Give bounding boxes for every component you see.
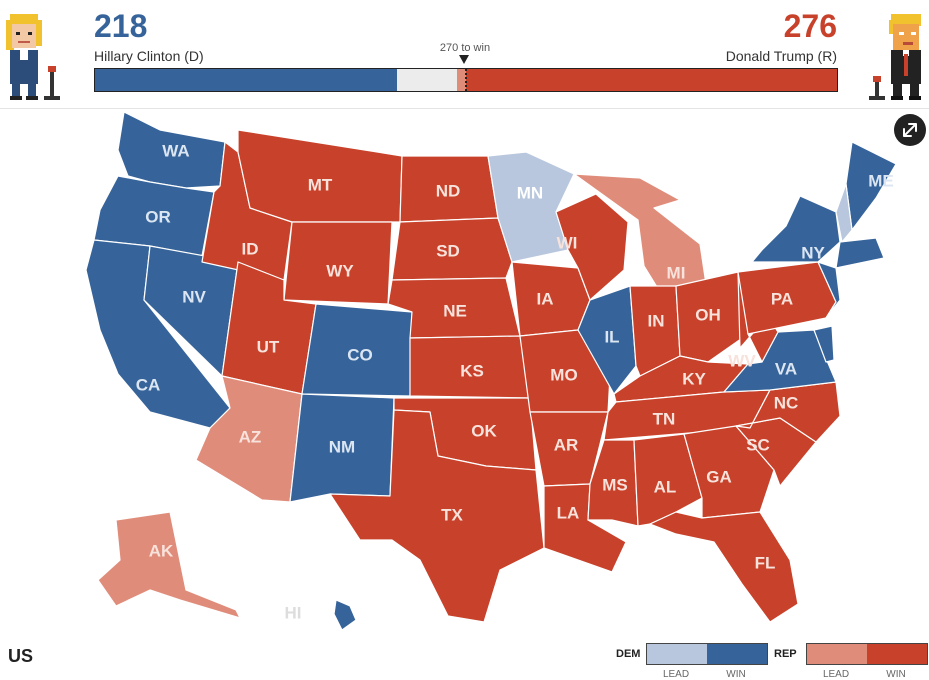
clinton-avatar-icon — [6, 14, 60, 100]
state-label-ne: NE — [443, 301, 467, 320]
legend-dem-lead-swatch — [647, 644, 707, 664]
legend-rep-win-label: WIN — [886, 669, 906, 680]
expand-icon — [903, 123, 917, 137]
state-label-or: OR — [145, 207, 171, 226]
legend-rep-lead-swatch — [807, 644, 867, 664]
legend-rep-scale — [806, 643, 928, 665]
state-label-me: ME — [868, 171, 894, 190]
to-win-marker-icon — [459, 55, 469, 64]
state-label-nd: ND — [436, 181, 461, 200]
state-mi[interactable] — [573, 173, 707, 293]
state-hi[interactable] — [333, 599, 357, 631]
to-win-label: 270 to win — [439, 42, 491, 54]
state-label-fl: FL — [755, 553, 776, 572]
rep-electoral-count: 276 — [783, 8, 837, 44]
legend-rep-lead-label: LEAD — [822, 669, 850, 680]
dem-electoral-count: 218 — [94, 8, 148, 44]
state-ny[interactable] — [751, 195, 841, 263]
state-oh[interactable] — [675, 271, 749, 363]
state-ak[interactable] — [97, 511, 241, 619]
electoral-tally-bar — [94, 68, 838, 92]
state-label-ny: NY — [801, 243, 825, 262]
state-label-ok: OK — [471, 421, 497, 440]
state-label-az: AZ — [239, 427, 262, 446]
state-label-id: ID — [242, 239, 259, 258]
state-label-ks: KS — [460, 361, 484, 380]
state-label-in: IN — [648, 311, 665, 330]
region-label: US — [8, 646, 34, 666]
state-label-il: IL — [604, 327, 619, 346]
dem-win-segment — [95, 69, 397, 91]
us-electoral-map[interactable]: WA OR CA NV ID MT WY UT AZ CO NM ND SD NE KS OK TX MN IA MO… — [0, 109, 929, 634]
results-header: 218 Hillary Clinton (D) 270 to win 276 D… — [0, 0, 929, 109]
state-wi[interactable] — [555, 193, 629, 301]
state-label-wa: WA — [162, 141, 189, 160]
rep-win-segment — [466, 69, 837, 91]
state-label-wi: WI — [557, 233, 578, 252]
state-label-va: VA — [775, 359, 797, 378]
rep-lead-segment — [457, 69, 466, 91]
state-me[interactable] — [845, 141, 897, 231]
state-label-ut: UT — [257, 337, 280, 356]
legend-rep-win-swatch — [867, 644, 927, 664]
legend-dem-win-label: WIN — [726, 669, 746, 680]
state-label-co: CO — [347, 345, 373, 364]
state-label-la: LA — [557, 503, 580, 522]
state-nj[interactable] — [817, 261, 841, 319]
state-label-tn: TN — [653, 409, 676, 428]
state-label-ga: GA — [706, 467, 732, 486]
state-va[interactable] — [723, 329, 837, 393]
rep-candidate-name: Donald Trump (R) — [725, 48, 837, 64]
state-label-sd: SD — [436, 241, 460, 260]
state-label-ia: IA — [537, 289, 554, 308]
state-label-wy: WY — [326, 261, 354, 280]
legend-dem-label: DEM — [616, 648, 641, 660]
state-label-mo: MO — [550, 365, 577, 384]
state-label-mn: MN — [517, 183, 543, 202]
state-label-ca: CA — [136, 375, 161, 394]
state-label-ar: AR — [554, 435, 579, 454]
state-label-oh: OH — [695, 305, 721, 324]
state-label-ms: MS — [602, 475, 628, 494]
state-label-nv: NV — [182, 287, 206, 306]
state-label-tx: TX — [441, 505, 463, 524]
state-label-wv: WV — [728, 351, 756, 370]
state-label-pa: PA — [771, 289, 793, 308]
state-label-ky: KY — [682, 369, 706, 388]
state-label-mi: MI — [667, 263, 686, 282]
state-label-sc: SC — [746, 435, 770, 454]
state-il[interactable] — [577, 285, 637, 395]
state-fl[interactable] — [649, 511, 799, 623]
legend-dem-lead-label: LEAD — [662, 669, 690, 680]
state-mo[interactable] — [519, 329, 611, 413]
legend-dem-scale — [646, 643, 768, 665]
state-label-al: AL — [654, 477, 677, 496]
state-sd[interactable] — [391, 217, 513, 281]
state-label-hi: HI — [285, 603, 302, 622]
state-label-nc: NC — [774, 393, 799, 412]
state-new-england-south[interactable] — [835, 237, 885, 269]
state-label-ak: AK — [149, 541, 174, 560]
state-label-nm: NM — [329, 437, 355, 456]
state-label-mt: MT — [308, 175, 333, 194]
legend-dem-win-swatch — [707, 644, 767, 664]
expand-map-button[interactable] — [894, 114, 926, 146]
state-de-md[interactable] — [813, 325, 835, 363]
to-win-threshold-line — [465, 69, 467, 91]
trump-avatar-icon — [869, 14, 921, 100]
legend-rep-label: REP — [774, 648, 797, 660]
dem-candidate-name: Hillary Clinton (D) — [94, 48, 204, 64]
